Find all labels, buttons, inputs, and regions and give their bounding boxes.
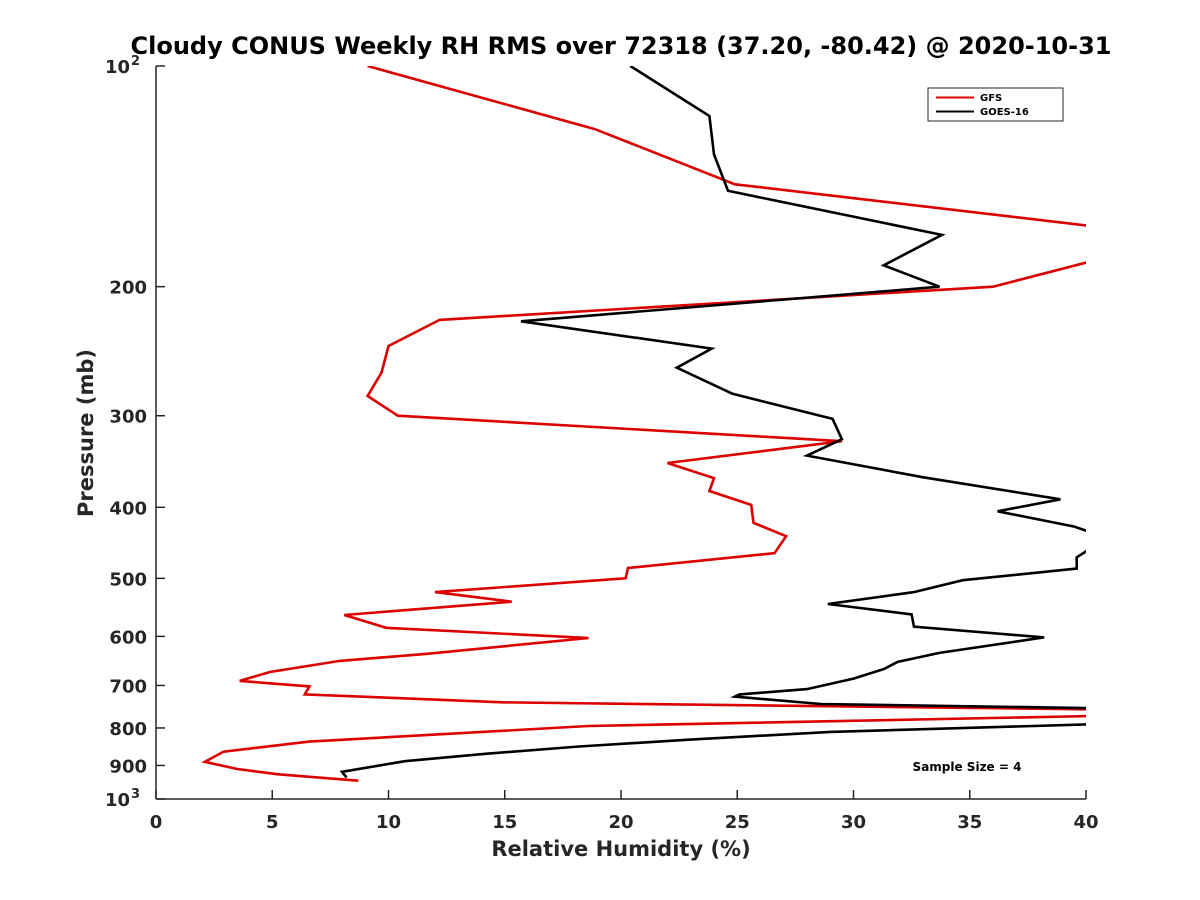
legend-label-gfs: GFS — [980, 93, 1002, 104]
y-tick-exponent: 2 — [131, 54, 140, 69]
y-axis-label: Pressure (mb) — [74, 349, 98, 517]
series-line-gfs — [201, 66, 1086, 782]
x-tick-label: 0 — [150, 812, 163, 833]
y-tick-label: 10 — [105, 790, 130, 811]
y-tick-label: 400 — [109, 498, 147, 519]
x-tick-label: 40 — [1073, 812, 1098, 833]
legend: GFS GOES-16 — [927, 87, 1064, 122]
x-ticks: 0 5 10 15 20 25 30 35 40 — [150, 790, 1099, 833]
x-tick-label: 25 — [725, 812, 750, 833]
y-tick-label: 200 — [109, 278, 147, 299]
x-tick-label: 35 — [957, 812, 982, 833]
y-tick-label: 700 — [109, 676, 147, 697]
x-tick-label: 10 — [376, 812, 401, 833]
x-axis-label: Relative Humidity (%) — [491, 837, 750, 861]
series-layer — [201, 66, 1086, 782]
y-tick-label: 900 — [109, 756, 147, 777]
x-tick-label: 15 — [492, 812, 517, 833]
y-tick-label: 10 — [105, 57, 130, 78]
x-tick-label: 5 — [266, 812, 279, 833]
y-tick-exponent: 3 — [131, 787, 140, 802]
legend-box — [927, 87, 1064, 122]
y-tick-label: 500 — [109, 569, 147, 590]
legend-label-goes16: GOES-16 — [980, 107, 1029, 118]
x-tick-label: 20 — [608, 812, 633, 833]
sample-size-annotation: Sample Size = 4 — [913, 760, 1022, 774]
series-line-goes16 — [339, 66, 1086, 779]
chart-title: Cloudy CONUS Weekly RH RMS over 72318 (3… — [131, 32, 1112, 60]
plot-area — [156, 66, 1086, 799]
x-tick-label: 30 — [841, 812, 866, 833]
y-tick-label: 300 — [109, 407, 147, 428]
y-tick-label: 800 — [109, 719, 147, 740]
y-tick-label: 600 — [109, 627, 147, 648]
